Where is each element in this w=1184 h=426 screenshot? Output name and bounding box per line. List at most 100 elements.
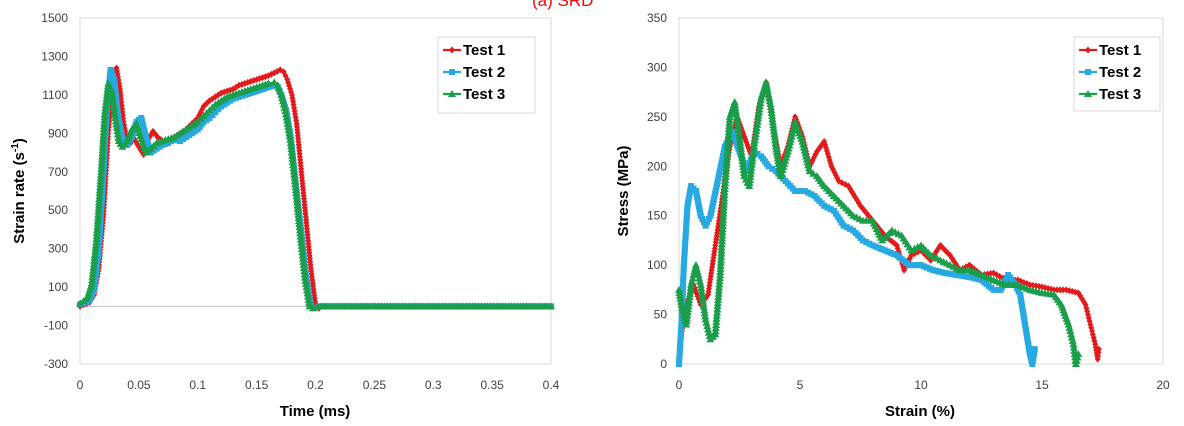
- data-point: [682, 230, 689, 237]
- data-point: [731, 101, 740, 109]
- data-point: [734, 123, 743, 131]
- data-point: [299, 260, 308, 268]
- y-axis-title: Strain rate (s-1): [10, 138, 28, 244]
- y-tick-label: 350: [647, 11, 667, 25]
- data-point: [700, 309, 709, 317]
- data-point: [682, 227, 689, 234]
- data-point: [762, 78, 771, 86]
- data-point: [112, 120, 121, 128]
- y-tick-label: 1100: [42, 88, 68, 102]
- data-point: [1066, 327, 1075, 335]
- data-point: [699, 302, 708, 310]
- x-tick-label: 0.1: [189, 378, 206, 392]
- data-point: [304, 295, 313, 303]
- data-point: [300, 270, 309, 278]
- data-point: [96, 239, 103, 246]
- data-point: [678, 303, 687, 311]
- data-point: [96, 230, 103, 237]
- data-point: [695, 200, 702, 207]
- data-point: [679, 307, 688, 315]
- data-point: [694, 197, 701, 204]
- series-line: [79, 81, 551, 310]
- data-point: [681, 246, 688, 253]
- data-point: [843, 224, 850, 231]
- data-point: [97, 224, 104, 231]
- data-point: [695, 203, 702, 210]
- data-point: [296, 229, 305, 237]
- data-point: [697, 287, 706, 295]
- data-point: [681, 249, 688, 256]
- data-point: [679, 290, 686, 297]
- data-point: [1031, 346, 1038, 353]
- data-point: [697, 284, 706, 292]
- data-point: [881, 247, 888, 254]
- data-point: [698, 293, 707, 301]
- data-point: [290, 176, 299, 184]
- data-point: [921, 263, 928, 270]
- data-point: [280, 103, 289, 111]
- data-point: [680, 268, 687, 275]
- data-point: [716, 171, 723, 178]
- y-tick-label: 200: [647, 159, 667, 173]
- data-point: [675, 285, 683, 293]
- data-point: [699, 216, 706, 223]
- data-point: [703, 322, 712, 330]
- data-point: [682, 237, 689, 244]
- data-point: [716, 168, 723, 175]
- data-point: [112, 92, 119, 99]
- data-point: [792, 188, 799, 194]
- data-point: [96, 236, 103, 243]
- y-axis-title: Stress (MPa): [615, 146, 632, 237]
- data-point: [1074, 350, 1083, 358]
- data-point: [1057, 286, 1064, 294]
- data-point: [704, 325, 713, 333]
- data-point: [547, 302, 555, 310]
- data-point: [291, 179, 300, 187]
- data-point: [277, 90, 286, 98]
- data-point: [769, 127, 778, 135]
- legend-item: Test 2: [1079, 64, 1141, 81]
- data-point: [95, 245, 102, 252]
- data-point: [738, 153, 747, 161]
- data-point: [681, 252, 688, 259]
- data-point: [693, 267, 702, 275]
- data-point: [111, 117, 120, 125]
- data-point: [299, 264, 308, 272]
- data-point: [297, 245, 306, 253]
- data-point: [1051, 286, 1058, 294]
- data-point: [301, 276, 310, 284]
- x-tick-label: 0.05: [127, 378, 151, 392]
- data-point: [1060, 286, 1067, 294]
- data-point: [905, 262, 912, 269]
- data-point: [975, 276, 982, 283]
- data-point: [719, 156, 726, 163]
- data-point: [98, 205, 105, 212]
- data-point: [1069, 343, 1078, 351]
- data-point: [733, 120, 742, 128]
- data-point: [682, 240, 689, 247]
- data-point: [295, 226, 304, 234]
- data-point: [771, 136, 780, 144]
- data-point: [114, 133, 123, 141]
- data-point: [288, 154, 297, 162]
- data-point: [118, 129, 125, 136]
- data-point: [142, 130, 149, 137]
- data-point: [710, 200, 717, 207]
- data-point: [683, 212, 690, 219]
- x-tick-label: 0.2: [307, 378, 324, 392]
- strain-rate-chart: -300 -100 100 300 500 700 900 1100 1300 1500 0 0.05…: [10, 11, 560, 420]
- data-point: [766, 102, 775, 110]
- y-tick-label: 100: [647, 258, 667, 272]
- data-point: [972, 275, 979, 282]
- data-point: [687, 186, 694, 193]
- legend: Test 1 Test 2 Test 3: [1073, 36, 1161, 112]
- data-point: [301, 279, 310, 287]
- data-point: [291, 183, 300, 191]
- data-point: [287, 142, 296, 150]
- data-point: [859, 237, 866, 244]
- data-point: [908, 262, 915, 269]
- data-point: [99, 184, 106, 191]
- axis-ticks: 0 50 100 150 200 250 300 350 0 5 10 15 20: [647, 11, 1170, 392]
- data-point: [303, 289, 312, 297]
- data-point: [144, 140, 151, 147]
